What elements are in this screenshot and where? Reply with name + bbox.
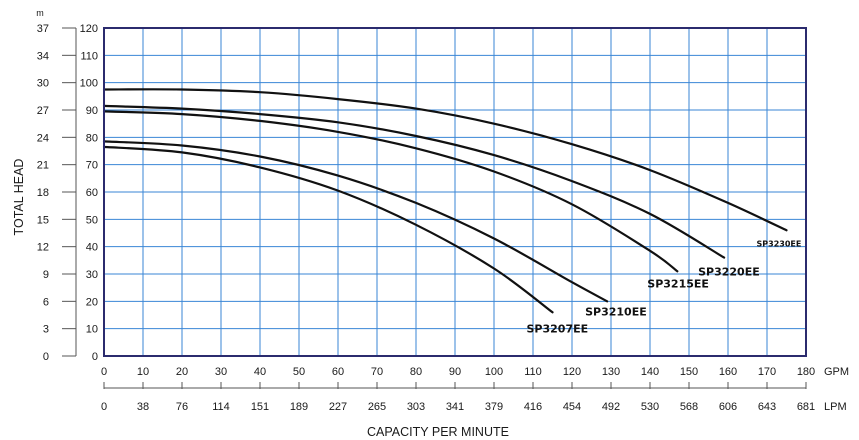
x-tick-label-lpm: 341 — [446, 401, 464, 413]
y-tick-label-feet: 50 — [86, 214, 98, 226]
y-tick-label-meters: 34 — [37, 50, 49, 62]
y-tick-label-meters: 3 — [43, 324, 49, 336]
y-tick-label-feet: 10 — [86, 324, 98, 336]
x-tick-label-gpm: 130 — [602, 366, 620, 378]
x-tick-label-lpm: 606 — [719, 401, 737, 413]
x-tick-label-lpm: 38 — [137, 401, 149, 413]
x-tick-label-gpm: 70 — [371, 366, 383, 378]
y-tick-label-feet: 30 — [86, 269, 98, 281]
series-label-sp3207ee: SP3207EE — [527, 322, 589, 335]
y-tick-label-feet: 70 — [86, 160, 98, 172]
curve-sp3230ee — [102, 88, 788, 232]
x-tick-label-gpm: 0 — [101, 366, 107, 378]
plot-frame — [103, 27, 807, 357]
y-tick-label-feet: 110 — [80, 50, 98, 62]
x-tick-label-gpm: 110 — [524, 366, 542, 378]
y-tick-label-meters: 18 — [37, 187, 49, 199]
x-tick-label-lpm: 151 — [251, 401, 269, 413]
x-tick-label-lpm: 0 — [101, 401, 107, 413]
x-tick-label-gpm: 30 — [215, 366, 227, 378]
x-tick-label-lpm: 189 — [290, 401, 308, 413]
gpm-unit-label: GPM — [824, 366, 849, 378]
meters-unit-label: m — [36, 8, 44, 18]
x-tick-label-lpm: 643 — [758, 401, 776, 413]
x-axis: 0 0 10 38 20 76 30 114 40 151 50 189 60 227 70 265 80 303… — [101, 366, 815, 413]
curve-sp3210ee — [102, 140, 609, 303]
x-tick-label-gpm: 60 — [332, 366, 344, 378]
x-tick-label-lpm: 681 — [797, 401, 815, 413]
y-tick-label-feet: 100 — [80, 78, 98, 90]
x-tick-label-gpm: 150 — [680, 366, 698, 378]
x-tick-label-lpm: 76 — [176, 401, 188, 413]
x-tick-label-gpm: 140 — [641, 366, 659, 378]
x-tick-label-gpm: 120 — [563, 366, 581, 378]
x-tick-label-lpm: 379 — [485, 401, 503, 413]
x-tick-label-gpm: 180 — [797, 366, 815, 378]
series-label-sp3230ee: SP3230EE — [757, 239, 802, 248]
x-tick-label-lpm: 114 — [212, 401, 230, 413]
lpm-unit-label: LPM — [824, 401, 847, 413]
y-tick-label-feet: 0 — [92, 351, 98, 363]
y-tick-label-meters: 9 — [43, 269, 49, 281]
x-tick-label-gpm: 40 — [254, 366, 266, 378]
y-tick-label-feet: 20 — [86, 296, 98, 308]
x-tick-label-lpm: 303 — [407, 401, 425, 413]
y-tick-label-meters: 27 — [37, 105, 49, 117]
curve-sp3207ee — [102, 145, 554, 314]
x-tick-label-lpm: 492 — [602, 401, 620, 413]
x-tick-label-gpm: 100 — [485, 366, 503, 378]
x-tick-label-gpm: 90 — [449, 366, 461, 378]
y-tick-label-meters: 6 — [43, 296, 49, 308]
series-label-sp3210ee: SP3210EE — [585, 305, 647, 318]
y-tick-label-feet: 120 — [80, 23, 98, 35]
y-tick-label-feet: 60 — [86, 187, 98, 199]
y-tick-label-meters: 15 — [37, 214, 49, 226]
y-axis: 0 0 10 3 20 6 30 9 40 12 50 15 60 18 70 21 80 24 90 27 100 30… — [37, 23, 98, 363]
x-tick-label-lpm: 227 — [329, 401, 347, 413]
x-tick-label-lpm: 265 — [368, 401, 386, 413]
y-axis-title: TOTAL HEAD — [12, 159, 26, 236]
y-tick-label-meters: 0 — [43, 351, 49, 363]
x-tick-label-lpm: 568 — [680, 401, 698, 413]
series-label-sp3220ee: SP3220EE — [698, 266, 760, 279]
curve-sp3215ee — [102, 110, 679, 273]
y-tick-label-feet: 90 — [86, 105, 98, 117]
y-tick-label-meters: 12 — [37, 242, 49, 254]
curve-sp3220ee — [102, 104, 726, 259]
x-tick-label-lpm: 454 — [563, 401, 581, 413]
y-tick-label-feet: 40 — [86, 242, 98, 254]
x-tick-label-gpm: 170 — [758, 366, 776, 378]
x-tick-label-gpm: 10 — [137, 366, 149, 378]
x-tick-label-lpm: 416 — [524, 401, 542, 413]
x-tick-label-gpm: 160 — [719, 366, 737, 378]
x-tick-label-gpm: 50 — [293, 366, 305, 378]
x-tick-label-gpm: 20 — [176, 366, 188, 378]
x-axis-title: CAPACITY PER MINUTE — [367, 425, 509, 439]
y-tick-label-feet: 80 — [86, 132, 98, 144]
y-tick-label-meters: 24 — [37, 132, 49, 144]
grid-lines — [104, 28, 806, 356]
pump-curves — [102, 88, 788, 314]
x-tick-label-gpm: 80 — [410, 366, 422, 378]
series-label-sp3215ee: SP3215EE — [647, 277, 709, 290]
x-tick-label-lpm: 530 — [641, 401, 659, 413]
y-tick-label-meters: 21 — [37, 160, 49, 172]
y-tick-label-meters: 30 — [37, 78, 49, 90]
y-tick-label-meters: 37 — [37, 23, 49, 35]
